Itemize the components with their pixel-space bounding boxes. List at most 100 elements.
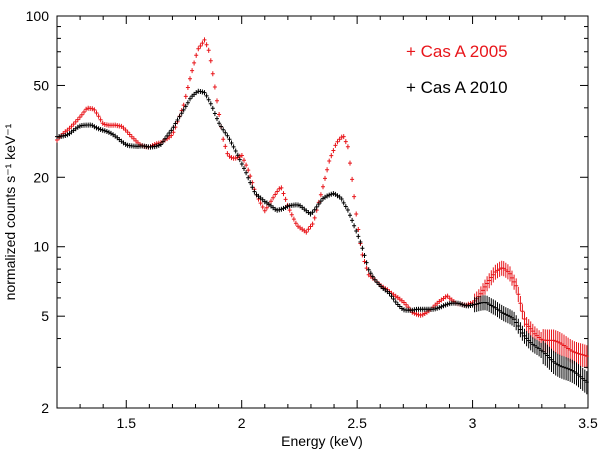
data-point	[235, 152, 240, 158]
data-point	[310, 209, 315, 215]
data-point	[495, 263, 500, 279]
data-point	[493, 300, 498, 316]
data-point	[277, 186, 282, 192]
data-point	[94, 110, 99, 116]
data-point	[557, 354, 562, 378]
data-point	[458, 301, 463, 307]
data-point	[485, 276, 490, 292]
data-point	[304, 208, 309, 214]
data-point	[94, 125, 99, 131]
data-point	[310, 221, 315, 227]
data-point	[530, 337, 535, 353]
data-point	[98, 127, 103, 132]
data-point	[198, 43, 203, 49]
data-point	[510, 310, 514, 326]
y-axis-title: normalized counts s⁻¹ keV⁻¹	[2, 123, 18, 300]
data-point	[437, 299, 442, 304]
data-point	[505, 264, 510, 280]
data-point	[194, 52, 199, 58]
data-point	[73, 119, 78, 125]
data-point	[163, 136, 167, 142]
data-point	[354, 228, 359, 234]
data-point	[69, 123, 74, 129]
data-point	[248, 180, 253, 186]
data-point	[161, 139, 165, 145]
data-point	[331, 191, 336, 197]
data-point	[350, 176, 355, 182]
data-point	[300, 204, 305, 210]
data-point	[576, 342, 581, 366]
data-point	[296, 202, 300, 208]
data-point	[194, 90, 199, 96]
data-point	[127, 132, 132, 138]
data-point	[279, 206, 284, 212]
data-point	[296, 223, 300, 229]
data-point	[551, 350, 556, 374]
data-point	[582, 369, 587, 393]
data-point	[325, 167, 330, 173]
data-point	[325, 193, 330, 199]
data-point	[210, 105, 215, 111]
data-point	[167, 130, 172, 136]
plot-frame	[56, 15, 589, 409]
data-point	[522, 328, 527, 344]
data-point	[553, 330, 558, 354]
data-point	[111, 132, 116, 138]
data-point	[71, 121, 76, 127]
data-point	[204, 42, 209, 48]
data-point	[532, 338, 537, 354]
data-point	[283, 196, 288, 202]
data-point	[293, 220, 298, 226]
data-point	[113, 133, 118, 139]
data-point	[250, 184, 255, 190]
data-point	[308, 224, 313, 230]
data-point	[244, 170, 249, 176]
data-point	[399, 306, 404, 311]
data-point	[98, 117, 103, 123]
x-tick-label: 3	[469, 415, 477, 431]
data-point	[526, 319, 531, 335]
data-point	[96, 126, 101, 132]
data-point	[200, 40, 205, 46]
data-point	[260, 197, 265, 203]
data-point	[223, 130, 228, 136]
data-point	[171, 124, 176, 130]
data-point	[281, 205, 286, 211]
data-point	[360, 245, 365, 251]
data-point	[208, 58, 213, 64]
data-point	[348, 160, 352, 166]
data-point	[510, 270, 514, 286]
data-point	[364, 260, 369, 266]
data-point	[258, 200, 263, 206]
data-point	[584, 345, 589, 369]
data-point	[208, 101, 213, 107]
data-point	[273, 192, 278, 198]
data-point	[206, 47, 211, 53]
data-point	[528, 321, 533, 337]
data-point	[67, 125, 72, 131]
data-point	[528, 335, 533, 351]
data-point	[285, 203, 290, 209]
data-point	[505, 308, 510, 324]
data-point	[92, 124, 97, 130]
data-point	[125, 129, 130, 135]
data-point	[75, 124, 80, 130]
data-point	[566, 337, 571, 361]
data-point	[217, 120, 222, 126]
data-point	[439, 297, 444, 303]
data-point	[90, 106, 95, 112]
data-point	[520, 304, 525, 320]
data-point	[539, 342, 544, 358]
data-point	[559, 333, 564, 357]
data-point	[397, 304, 402, 310]
data-point	[541, 340, 546, 365]
data-point	[393, 293, 398, 299]
data-point	[300, 226, 305, 232]
x-tick-label: 1.5	[117, 415, 137, 431]
data-point	[77, 114, 82, 120]
data-point	[69, 129, 74, 135]
data-point	[131, 136, 136, 142]
x-tick-label: 2.5	[347, 415, 367, 431]
data-point	[368, 270, 373, 276]
data-point	[314, 204, 319, 210]
